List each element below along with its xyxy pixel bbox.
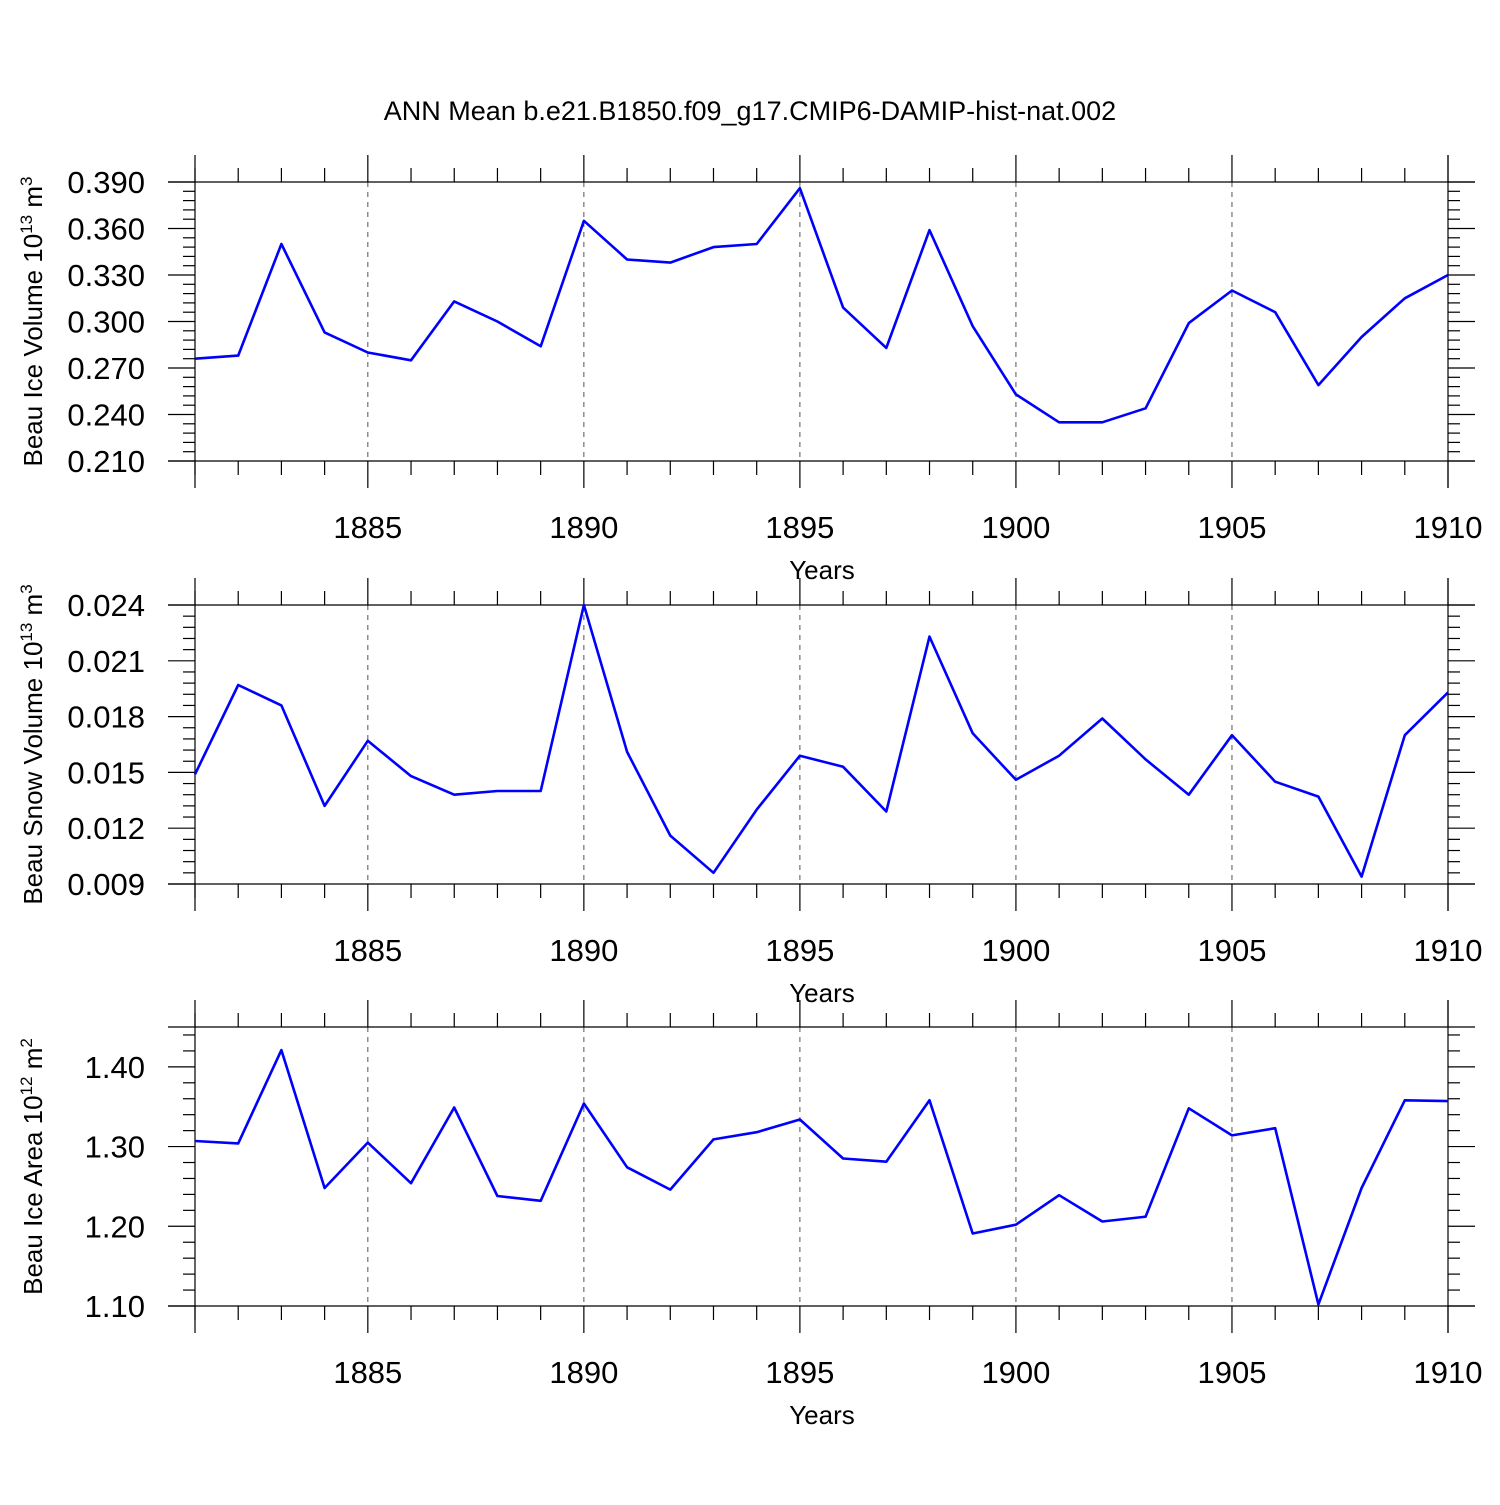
x-tick-label: 1895 bbox=[765, 933, 834, 968]
x-tick-label: 1900 bbox=[981, 510, 1050, 545]
y-tick-label: 0.270 bbox=[67, 351, 145, 386]
x-tick-label: 1905 bbox=[1197, 510, 1266, 545]
panel-2: 0.009 0.012 0.015 0.018 0.021 0.024 1885 1890 18… bbox=[17, 578, 1482, 1008]
y-tick-label: 1.40 bbox=[85, 1050, 145, 1085]
y-axis-label-exp: 13 bbox=[17, 215, 36, 234]
series-line bbox=[194, 186, 1449, 424]
y-tick-label: 0.360 bbox=[67, 212, 145, 247]
x-tick-label: 1895 bbox=[765, 1355, 834, 1390]
y-axis-label-main: Beau Snow Volume 10 bbox=[18, 642, 48, 905]
y-tick-label: 0.240 bbox=[67, 398, 145, 433]
x-axis-label: Years bbox=[789, 555, 855, 585]
x-tick-label: 1900 bbox=[981, 1355, 1050, 1390]
y-axis-label-unit-exp: 2 bbox=[17, 1038, 36, 1047]
y-tick-label: 0.015 bbox=[67, 755, 145, 790]
y-tick-label: 0.018 bbox=[67, 700, 145, 735]
x-axis-label: Years bbox=[789, 1400, 855, 1430]
y-axis-label-unit-exp: 3 bbox=[17, 177, 36, 186]
panel-1: 0.210 0.240 0.270 0.300 0.330 0.360 0.390 1885 1… bbox=[17, 155, 1482, 585]
y-axis-label-unit: m bbox=[18, 594, 48, 623]
y-axis-label-unit-exp: 3 bbox=[17, 584, 36, 593]
y-axis-label-unit: m bbox=[18, 186, 48, 215]
y-axis-label: Beau Snow Volume 1013 m3 bbox=[17, 584, 48, 904]
y-tick-label: 0.024 bbox=[67, 588, 145, 623]
x-tick-label: 1910 bbox=[1414, 1355, 1483, 1390]
x-tick-label: 1910 bbox=[1414, 933, 1483, 968]
x-tick-label: 1890 bbox=[549, 510, 618, 545]
y-tick-label: 0.021 bbox=[67, 644, 145, 679]
x-tick-label: 1885 bbox=[333, 1355, 402, 1390]
x-tick-label: 1905 bbox=[1197, 933, 1266, 968]
y-tick-label: 1.20 bbox=[85, 1209, 145, 1244]
y-axis-label-main: Beau Ice Area 10 bbox=[18, 1095, 48, 1294]
y-tick-label: 1.30 bbox=[85, 1130, 145, 1165]
y-tick-label: 0.330 bbox=[67, 258, 145, 293]
series-line bbox=[193, 603, 1449, 878]
y-axis-label-main: Beau Ice Volume 10 bbox=[18, 234, 48, 467]
x-tick-label: 1885 bbox=[333, 933, 402, 968]
x-tick-label: 1910 bbox=[1414, 510, 1483, 545]
chart-title: ANN Mean b.e21.B1850.f09_g17.CMIP6-DAMIP… bbox=[384, 96, 1116, 126]
series-line bbox=[194, 1048, 1449, 1306]
y-tick-label: 0.012 bbox=[67, 811, 145, 846]
x-tick-label: 1895 bbox=[765, 510, 834, 545]
y-tick-label: 0.300 bbox=[67, 305, 145, 340]
x-tick-label: 1885 bbox=[333, 510, 402, 545]
y-tick-label: 0.390 bbox=[67, 165, 145, 200]
y-tick-label: 1.10 bbox=[85, 1289, 145, 1324]
x-axis-label: Years bbox=[789, 978, 855, 1008]
panel-3: 1.10 1.20 1.30 1.40 1885 1890 1895 1900 1905 1910… bbox=[17, 1000, 1482, 1430]
y-axis-label: Beau Ice Area 1012 m2 bbox=[17, 1038, 48, 1295]
x-tick-label: 1900 bbox=[981, 933, 1050, 968]
y-axis-label-exp: 13 bbox=[17, 623, 36, 642]
y-axis-label-exp: 12 bbox=[17, 1076, 36, 1095]
x-tick-label: 1905 bbox=[1197, 1355, 1266, 1390]
y-axis-label-unit: m bbox=[18, 1048, 48, 1077]
x-tick-label: 1890 bbox=[549, 933, 618, 968]
y-tick-label: 0.210 bbox=[67, 444, 145, 479]
x-tick-label: 1890 bbox=[549, 1355, 618, 1390]
y-axis-label: Beau Ice Volume 1013 m3 bbox=[17, 177, 48, 467]
y-tick-label: 0.009 bbox=[67, 867, 145, 902]
